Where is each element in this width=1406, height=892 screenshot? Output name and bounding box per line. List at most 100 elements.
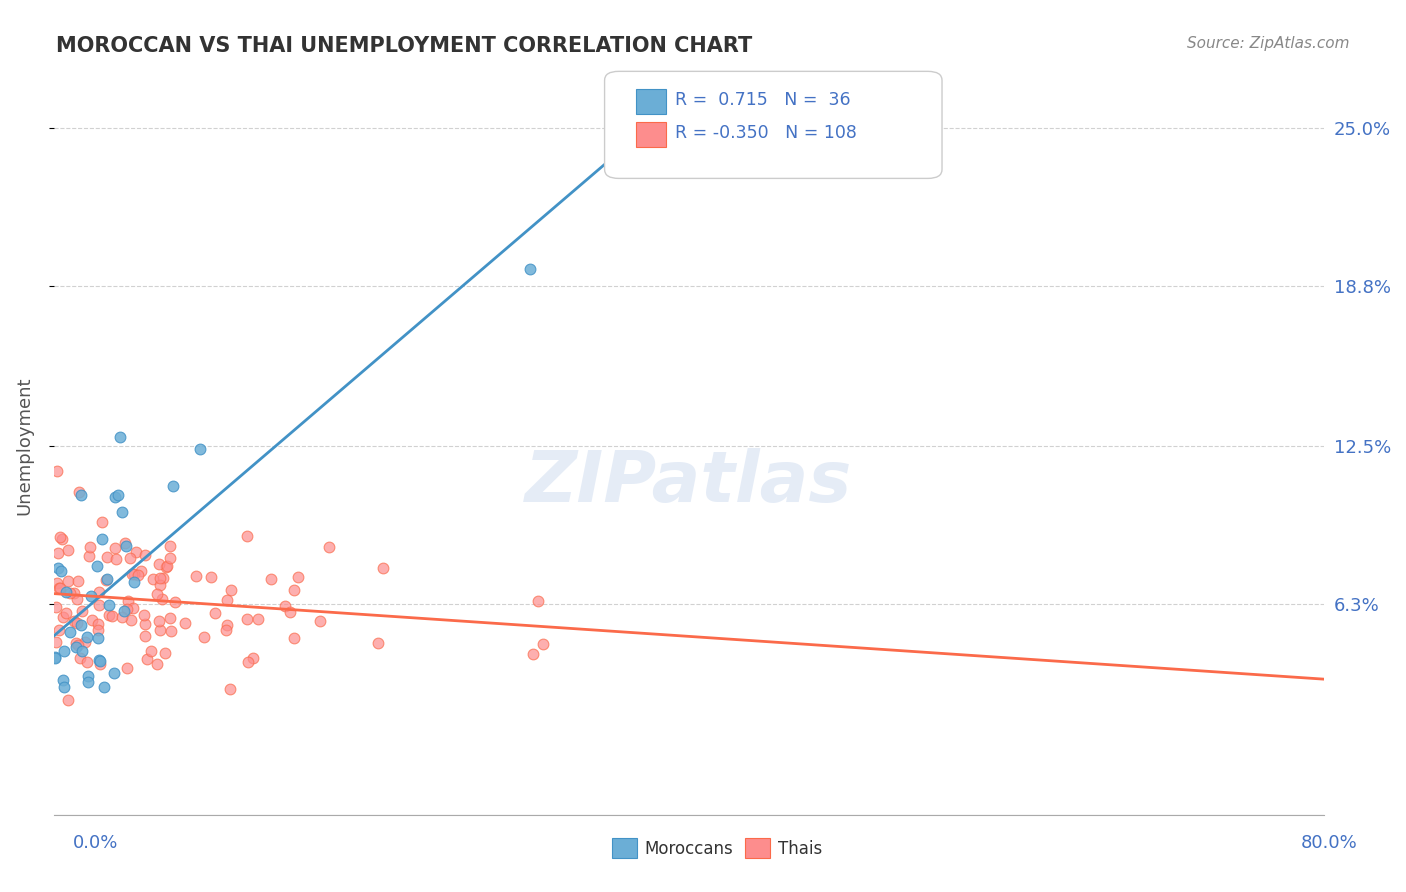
Point [217,617,239,632]
Point [150,591,173,606]
Point [200,570,222,584]
Point [89,657,111,672]
Point [66,615,89,630]
Point [146,587,169,601]
Point [100,608,122,623]
Point [59,624,82,639]
Point [117,593,139,607]
Point [87,616,110,631]
Point [283,582,305,597]
Text: ZIPatlas: ZIPatlas [526,449,852,517]
Point [76,655,98,669]
Point [96,572,118,586]
Point [215,623,238,637]
Text: Moroccans: Moroccans [644,840,733,858]
Point [121,566,143,581]
Point [87,653,110,667]
Point [46,546,69,560]
Point [129,564,152,578]
Point [52,673,75,687]
Point [142,572,165,586]
Point [46,560,69,574]
Point [45,635,67,649]
Point [174,615,197,630]
Point [96,549,118,564]
Point [97,608,120,623]
Point [522,647,544,661]
Point [136,652,159,666]
Point [108,430,131,444]
Point [125,545,148,559]
Point [373,561,395,575]
Point [309,614,332,628]
Point [217,592,239,607]
Point [527,593,550,607]
Point [111,505,134,519]
Point [77,674,100,689]
Text: 80.0%: 80.0% [1301,834,1357,852]
Point [112,605,135,619]
Point [65,635,87,649]
Point [51,532,73,546]
Point [533,637,555,651]
Point [274,599,297,613]
Point [63,585,86,599]
Point [104,490,127,504]
Point [120,551,142,566]
Point [184,569,207,583]
Point [79,540,101,554]
Point [155,559,177,574]
Point [48,624,70,638]
Text: Source: ZipAtlas.com: Source: ZipAtlas.com [1187,36,1350,51]
Point [127,568,149,582]
Point [132,608,155,623]
Point [219,681,242,696]
Point [148,614,170,628]
Point [70,604,93,618]
Point [165,595,187,609]
Point [159,550,181,565]
Point [86,631,108,645]
Point [82,613,104,627]
Point [53,644,76,658]
Point [519,261,541,276]
Point [122,575,145,590]
Point [87,623,110,637]
Point [87,598,110,612]
Point [120,613,142,627]
Point [89,653,111,667]
Point [97,599,120,613]
Y-axis label: Unemployment: Unemployment [15,376,32,516]
Text: MOROCCAN VS THAI UNEMPLOYMENT CORRELATION CHART: MOROCCAN VS THAI UNEMPLOYMENT CORRELATIO… [56,36,752,55]
Point [159,611,181,625]
Point [46,576,69,591]
Point [44,650,66,665]
Point [124,567,146,582]
Point [318,540,340,554]
Point [159,540,181,554]
Point [91,516,114,530]
Point [111,610,134,624]
Point [65,640,87,654]
Point [219,583,242,598]
Point [63,614,86,628]
Point [149,571,172,585]
Point [104,552,127,566]
Point [55,606,77,620]
Point [247,612,270,626]
Point [67,574,90,588]
Point [52,610,75,624]
Point [156,559,179,574]
Point [49,581,72,595]
Point [56,542,79,557]
Point [49,530,72,544]
Point [283,631,305,645]
Point [55,584,77,599]
Point [49,564,72,578]
Point [107,488,129,502]
Point [148,557,170,571]
Point [93,681,115,695]
Point [104,541,127,556]
Point [44,651,66,665]
Point [160,624,183,638]
